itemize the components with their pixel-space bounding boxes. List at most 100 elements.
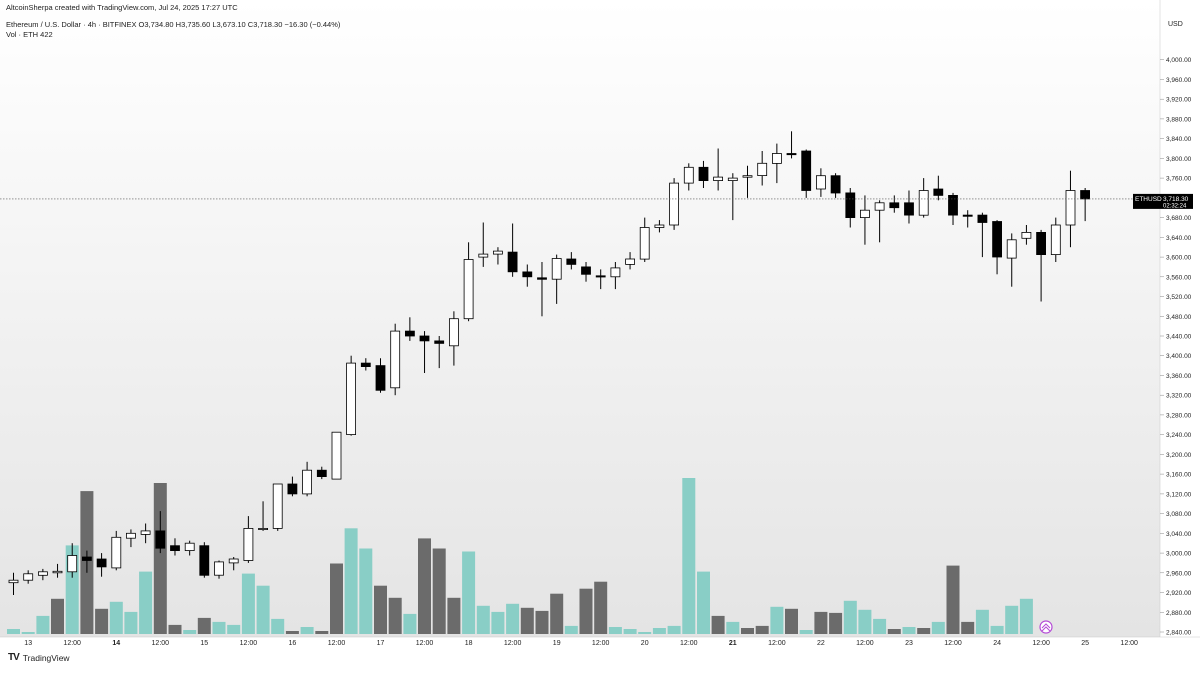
candle[interactable]: [492, 247, 503, 265]
candle[interactable]: [1065, 170, 1076, 248]
volume-bar: [535, 610, 549, 634]
candle[interactable]: [904, 190, 914, 224]
candle[interactable]: [507, 223, 518, 277]
symbol-info[interactable]: Ethereum / U.S. Dollar · 4h · BITFINEX O…: [6, 20, 341, 29]
candle-body-up: [23, 573, 34, 581]
candle[interactable]: [463, 242, 474, 322]
candle[interactable]: [111, 530, 122, 571]
candle[interactable]: [96, 553, 107, 577]
candle[interactable]: [830, 173, 841, 198]
candle[interactable]: [977, 212, 988, 258]
candle[interactable]: [992, 220, 1002, 275]
candle[interactable]: [140, 523, 151, 544]
candle[interactable]: [786, 131, 797, 159]
time-axis[interactable]: 13 12:00 14 12:00 15 12:00 16 12:00 17 12:00 18 12:…: [24, 640, 1138, 647]
candle[interactable]: [302, 461, 313, 497]
candle[interactable]: [419, 331, 430, 373]
candle-body-down: [830, 175, 841, 194]
candle[interactable]: [962, 210, 973, 228]
price-tick-label: 3,520.00: [1166, 294, 1192, 301]
candle[interactable]: [639, 217, 650, 262]
candle[interactable]: [346, 355, 357, 436]
candle[interactable]: [727, 173, 738, 221]
candle[interactable]: [8, 572, 19, 595]
candle[interactable]: [448, 311, 459, 366]
candle[interactable]: [1050, 217, 1061, 262]
price-tick-label: 3,240.00: [1166, 432, 1192, 439]
candle-body-up: [874, 202, 885, 211]
volume-bar: [462, 551, 476, 634]
candle[interactable]: [1080, 188, 1090, 222]
volume-info[interactable]: Vol · ETH 422: [6, 30, 53, 39]
volume-bar: [799, 630, 813, 634]
candle[interactable]: [155, 511, 166, 554]
candle[interactable]: [801, 149, 812, 198]
candle[interactable]: [82, 550, 92, 573]
candle[interactable]: [184, 540, 195, 556]
candle[interactable]: [948, 192, 958, 225]
volume-bars: [7, 478, 1033, 634]
candle[interactable]: [331, 431, 342, 480]
candle[interactable]: [316, 466, 327, 480]
candle[interactable]: [170, 538, 180, 556]
candle[interactable]: [214, 560, 224, 579]
candle[interactable]: [258, 501, 269, 531]
date-tick-label: 22: [817, 640, 825, 647]
candle[interactable]: [375, 358, 386, 393]
candle-body-up: [918, 190, 929, 216]
candle[interactable]: [889, 195, 900, 213]
candle[interactable]: [1036, 229, 1046, 302]
candle[interactable]: [918, 178, 929, 218]
candle[interactable]: [698, 160, 709, 188]
volume-bar: [564, 625, 578, 634]
candle[interactable]: [272, 483, 283, 531]
price-axis[interactable]: 4,000.00 3,960.00 3,920.00 3,880.00 3,840.00…: [1160, 57, 1192, 637]
volume-bar: [359, 548, 373, 634]
candle[interactable]: [874, 200, 885, 243]
candle[interactable]: [742, 165, 753, 198]
candle[interactable]: [537, 262, 547, 317]
candle[interactable]: [772, 143, 782, 184]
candle[interactable]: [199, 542, 210, 578]
candle[interactable]: [581, 262, 591, 282]
candle[interactable]: [1021, 225, 1032, 245]
candle[interactable]: [404, 317, 415, 341]
scroll-to-realtime-icon[interactable]: [1039, 620, 1053, 634]
candle[interactable]: [595, 269, 606, 290]
candle[interactable]: [478, 222, 489, 267]
candle[interactable]: [52, 563, 63, 578]
candle[interactable]: [610, 262, 621, 290]
candle[interactable]: [434, 336, 445, 369]
candle[interactable]: [625, 252, 635, 270]
candle[interactable]: [683, 163, 694, 191]
candle[interactable]: [933, 175, 944, 201]
candle[interactable]: [669, 178, 679, 230]
candle-body-down: [537, 277, 547, 280]
candle[interactable]: [860, 195, 870, 245]
candle[interactable]: [566, 252, 577, 270]
candle[interactable]: [23, 570, 34, 584]
price-tick-label: 3,640.00: [1166, 235, 1192, 242]
candle[interactable]: [67, 543, 78, 578]
candle[interactable]: [390, 323, 401, 396]
candle[interactable]: [845, 188, 856, 228]
candle[interactable]: [126, 529, 136, 548]
plot-background: [0, 0, 1160, 637]
footer-brand[interactable]: TV TradingView: [8, 652, 70, 663]
candle[interactable]: [1006, 233, 1017, 287]
candle[interactable]: [522, 264, 533, 287]
candle-body-up: [346, 362, 357, 436]
candle[interactable]: [816, 168, 826, 197]
candle[interactable]: [243, 516, 254, 563]
price-tick-label: 3,800.00: [1166, 156, 1192, 163]
candle[interactable]: [38, 568, 48, 581]
candle[interactable]: [757, 151, 768, 186]
volume-bar: [95, 608, 109, 634]
candle[interactable]: [713, 148, 723, 191]
candle[interactable]: [228, 557, 239, 571]
candle[interactable]: [360, 358, 371, 371]
candle[interactable]: [654, 220, 665, 233]
candle[interactable]: [287, 476, 298, 497]
candle[interactable]: [551, 254, 562, 304]
